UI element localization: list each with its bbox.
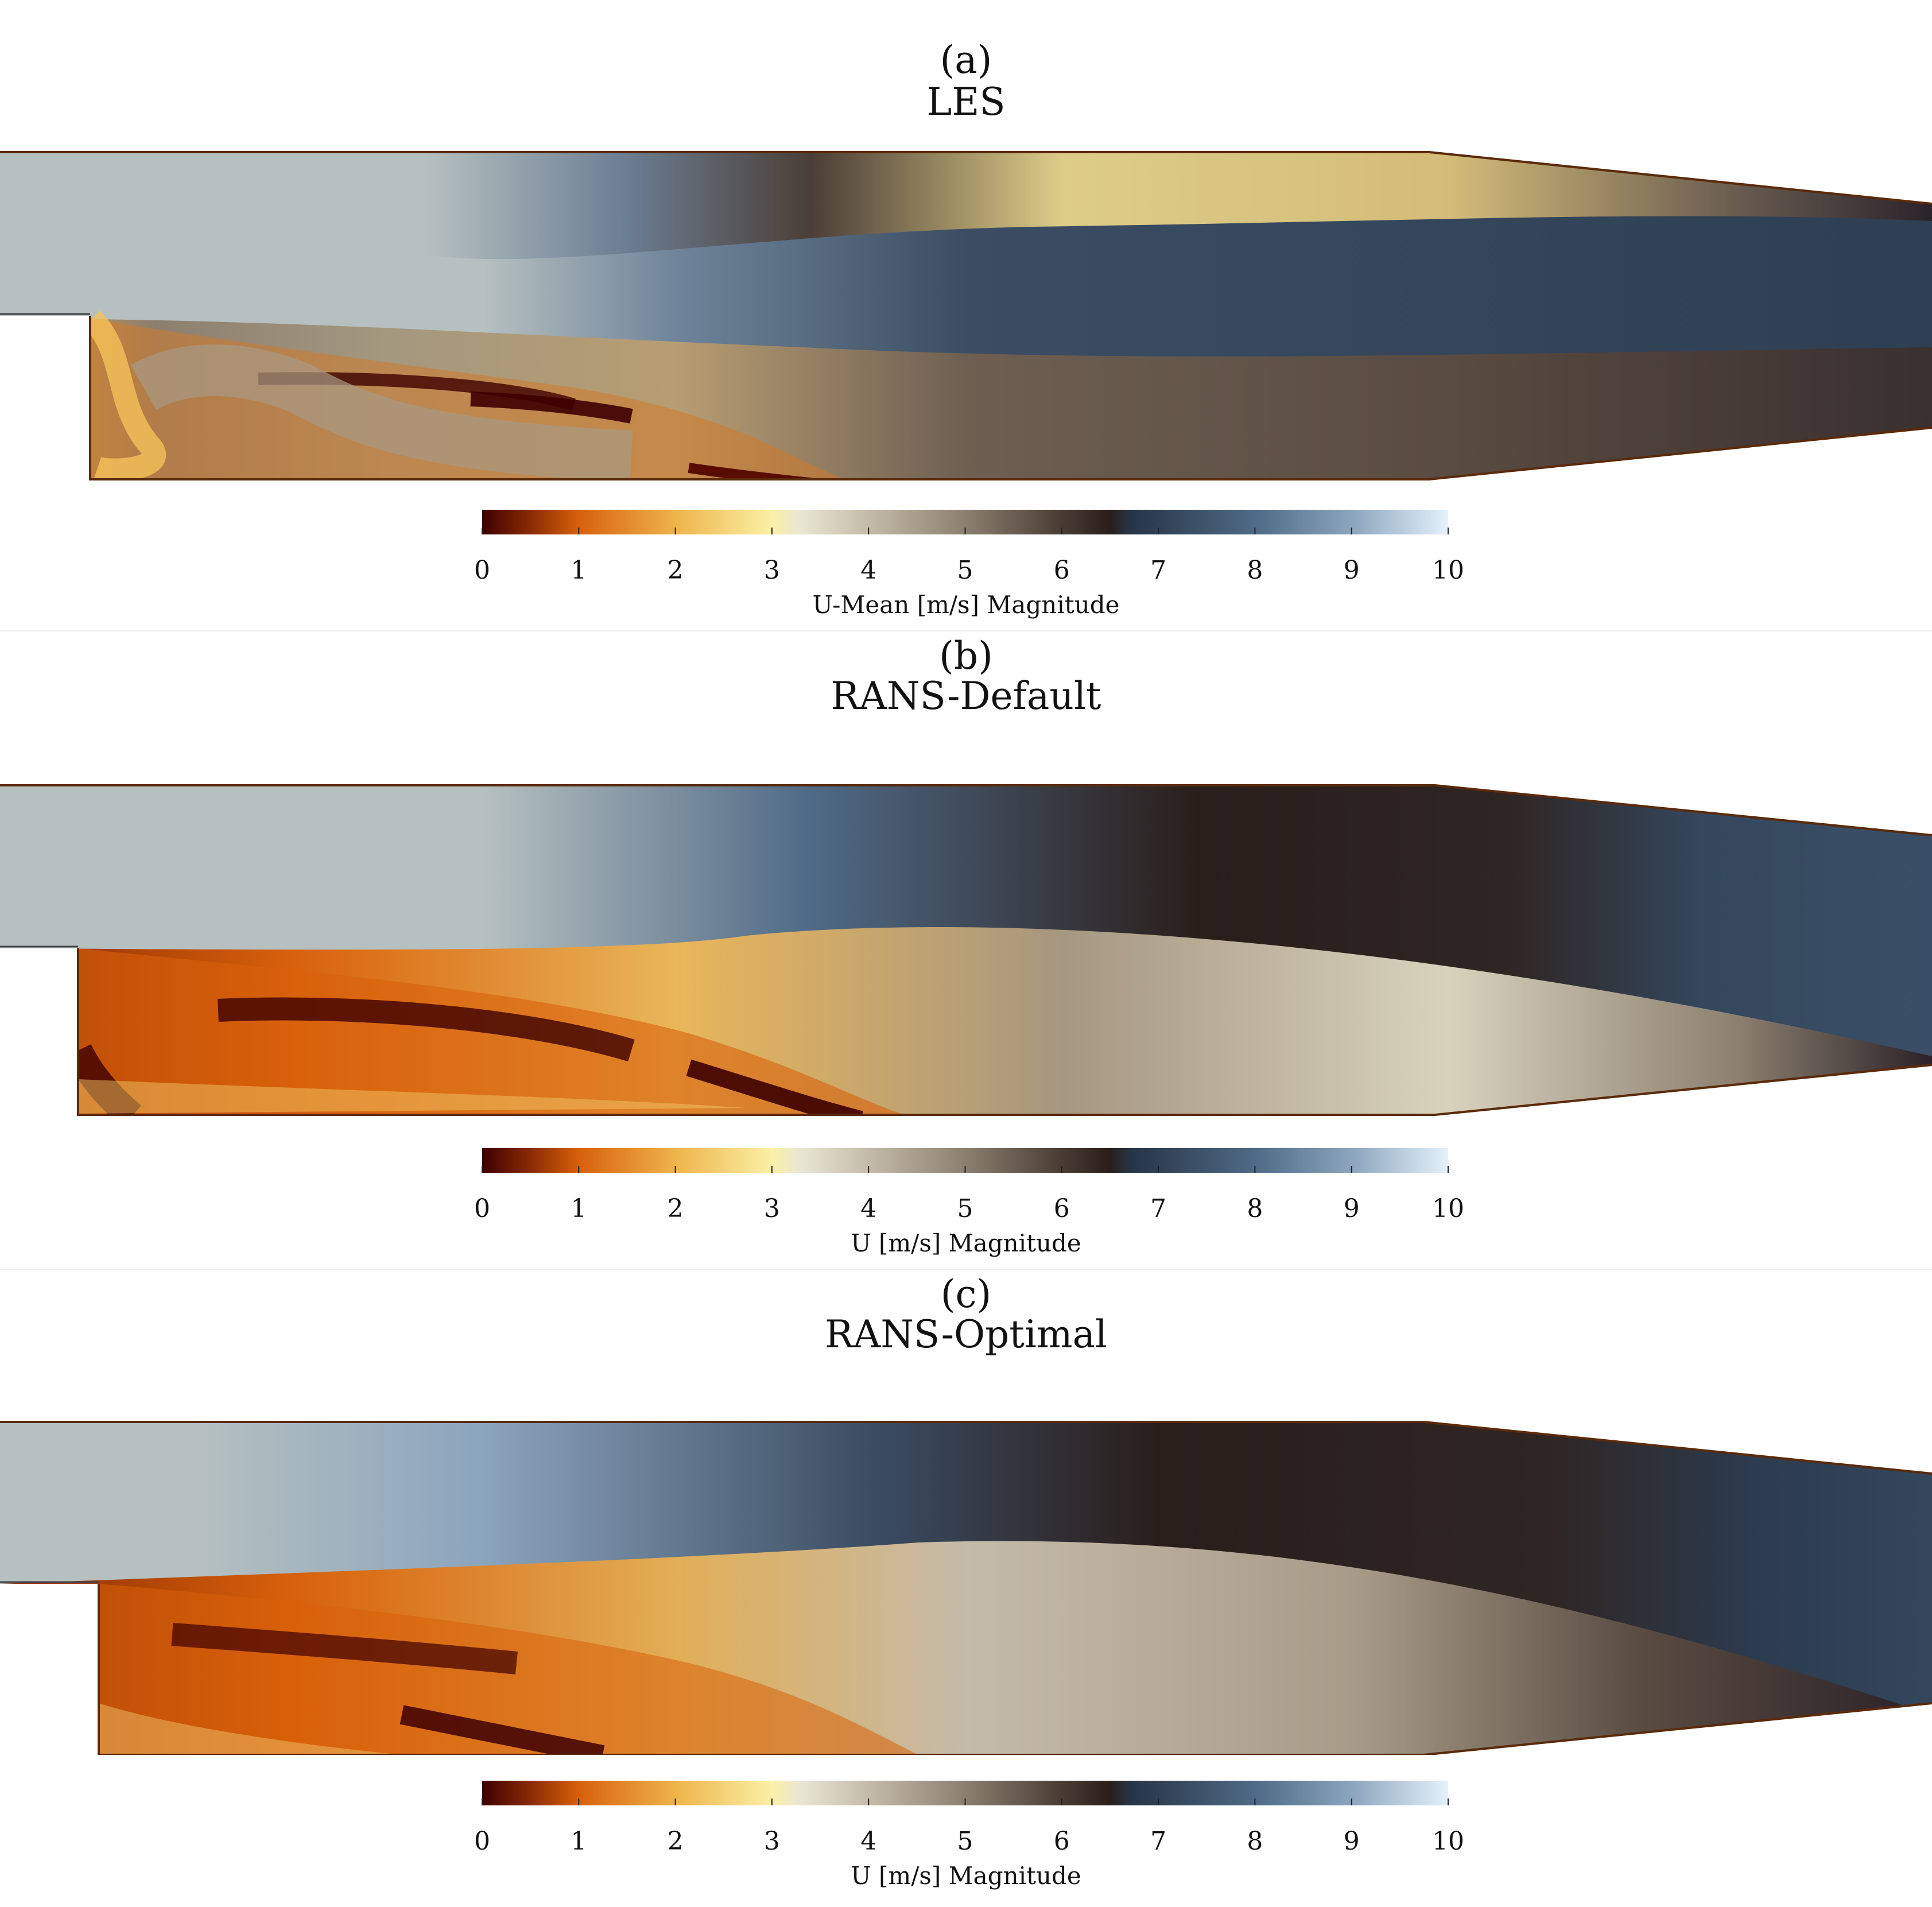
panel-c: (c) RANS-Optimal (0, 1270, 1932, 1894)
colorbar-tick-label: 5 (957, 1827, 973, 1856)
colorbar-ticks: 0 1 2 3 4 5 6 7 8 9 10 (474, 1799, 1464, 1856)
colorbar-tick-label: 2 (668, 1194, 684, 1223)
panel-title: RANS-Default (831, 674, 1101, 718)
colorbar-tick-label: 4 (860, 1194, 876, 1223)
colorbar-tick-label: 6 (1054, 1194, 1070, 1223)
colorbar-title: U-Mean [m/s] Magnitude (813, 591, 1120, 619)
colorbar-tick-label: 10 (1432, 1827, 1464, 1856)
colorbar-c: 0 1 2 3 4 5 6 7 8 9 10 U [m/s] Magnitude (474, 1781, 1464, 1890)
colorbar-tick-label: 7 (1150, 1194, 1166, 1223)
colorbar-tick-label: 1 (571, 1194, 587, 1223)
colorbar-a: 0 1 2 3 4 5 6 7 8 9 10 U-Mean [m/s] Magnitude (474, 510, 1464, 619)
colorbar-tick-label: 7 (1150, 1827, 1166, 1856)
colorbar-ticks: 0 1 2 3 4 5 6 7 8 9 10 (474, 1166, 1464, 1223)
colorbar-tick-label: 1 (571, 1827, 587, 1856)
colorbar-tick-label: 7 (1150, 556, 1166, 585)
colorbar-tick-label: 9 (1344, 1194, 1360, 1223)
colorbar-tick-label: 8 (1247, 1194, 1263, 1223)
panel-label: (b) (939, 634, 993, 678)
colorbar-tick-label: 5 (957, 556, 973, 585)
colorbar-tick-label: 4 (860, 556, 876, 585)
colorbar-tick-label: 6 (1054, 1827, 1070, 1856)
colorbar-tick-label: 5 (957, 1194, 973, 1223)
panel-divider (0, 1269, 1932, 1270)
colorbar-tick-label: 10 (1432, 556, 1464, 585)
colorbar-tick-label: 4 (860, 1827, 876, 1856)
colorbar-tick-label: 8 (1247, 1827, 1263, 1856)
colorbar-tick-label: 6 (1054, 556, 1070, 585)
panel-divider (0, 630, 1932, 631)
colorbar-tick-label: 2 (668, 556, 684, 585)
panel-label: (a) (940, 38, 992, 82)
colorbar-tick-label: 2 (668, 1827, 684, 1856)
colorbar-tick-label: 9 (1344, 1827, 1360, 1856)
colorbar-tick-label: 3 (764, 556, 780, 585)
colorbar-tick-label: 3 (764, 1194, 780, 1223)
colorbar-ticks: 0 1 2 3 4 5 6 7 8 9 10 (474, 528, 1464, 585)
panel-title: RANS-Optimal (824, 1312, 1108, 1356)
velocity-field-rans-optimal (0, 1421, 1932, 1755)
velocity-field-les (0, 151, 1932, 480)
velocity-field-rans-default (0, 784, 1932, 1116)
colorbar-tick-label: 3 (764, 1827, 780, 1856)
colorbar-b: 0 1 2 3 4 5 6 7 8 9 10 U [m/s] Magnitude (474, 1148, 1464, 1257)
colorbar-tick-label: 0 (474, 1194, 490, 1223)
colorbar-tick-label: 9 (1344, 556, 1360, 585)
panel-a: (a) LES (0, 0, 1932, 630)
panel-label: (c) (940, 1272, 992, 1316)
colorbar-tick-label: 1 (571, 556, 587, 585)
colorbar-tick-label: 0 (474, 556, 490, 585)
colorbar-tick-label: 0 (474, 1827, 490, 1856)
panel-title: LES (926, 80, 1006, 124)
colorbar-title: U [m/s] Magnitude (851, 1862, 1081, 1890)
colorbar-title: U [m/s] Magnitude (851, 1229, 1081, 1257)
colorbar-tick-label: 10 (1432, 1194, 1464, 1223)
colorbar-tick-label: 8 (1247, 556, 1263, 585)
panel-b: (b) RANS-Default (0, 631, 1932, 1269)
